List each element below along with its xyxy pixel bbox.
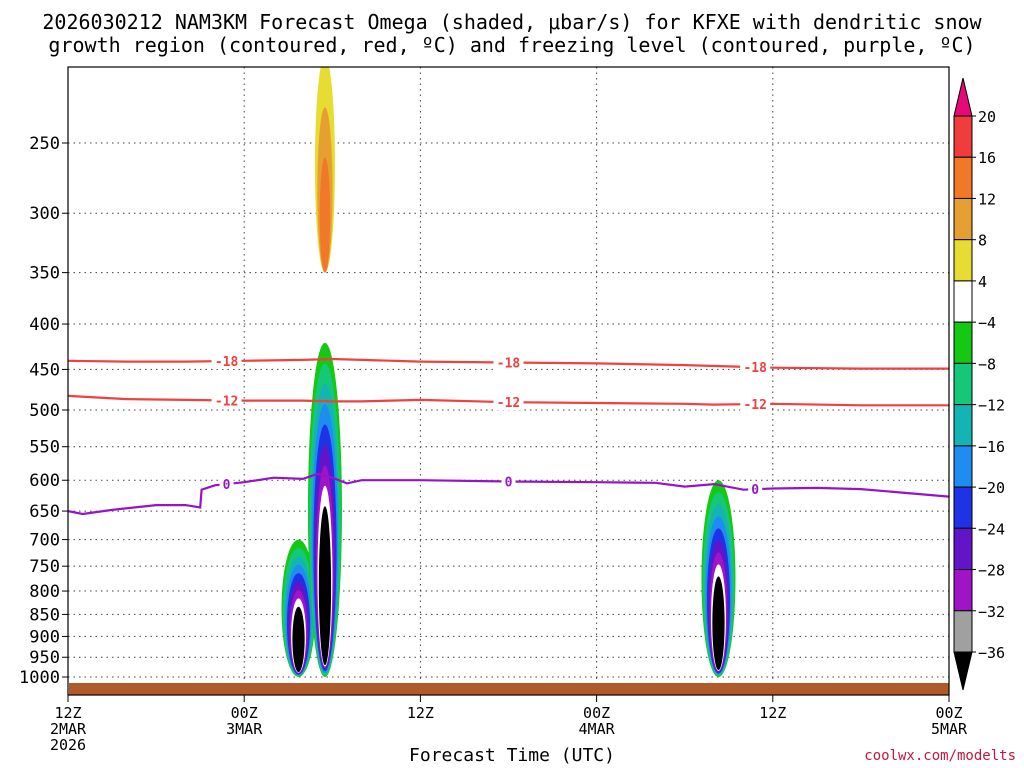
contour-label-bg-2-1 (501, 473, 516, 490)
contour-line-0 (68, 472, 949, 516)
y-tick-label-950: 950 (29, 648, 60, 668)
colorbar-bottom-arrow (953, 651, 973, 691)
y-tick-label-750: 750 (29, 557, 60, 577)
contour-label-0-2: -18 (743, 361, 767, 376)
contour-label-2-1: 0 (505, 476, 513, 491)
x-tick-label-5-0: 00Z (935, 704, 962, 722)
colorbar-label-12: −32 (978, 603, 1005, 621)
colorbar-label-5: −4 (978, 314, 996, 332)
omega-shade-3-2 (319, 157, 331, 273)
contour-label-2-2: 0 (751, 483, 759, 498)
contour-label-bg-0-0 (211, 353, 242, 370)
contour-label-2-0: 0 (223, 478, 231, 493)
colorbar-label-2: 12 (978, 190, 996, 208)
colorbar-box-6 (953, 321, 973, 364)
ground-strip (69, 683, 949, 695)
colorbar-label-8: −16 (978, 438, 1005, 456)
contours: -18 -18 -18 -12 -12 -12 0 0 0 (68, 353, 949, 516)
y-tick-label-300: 300 (29, 204, 60, 224)
y-tick-label-400: 400 (29, 315, 60, 335)
colorbar-box-10 (953, 486, 973, 529)
y-tick-label-900: 900 (29, 627, 60, 647)
x-tick-label-1-0: 00Z (231, 704, 258, 722)
chart-title-line-2: growth region (contoured, red, ºC) and f… (48, 33, 976, 57)
y-axis: 2503003504004505005506006507007508008509… (19, 134, 68, 688)
colorbar-box-11 (953, 527, 973, 571)
colorbar-box-3 (953, 197, 973, 241)
colorbar-label-7: −12 (978, 397, 1005, 415)
x-tick-label-3-1: 4MAR (579, 720, 616, 738)
colorbar-top-arrow (953, 77, 973, 117)
x-tick-label-2-0: 12Z (407, 704, 434, 722)
contour-label-bg-1-0 (211, 392, 242, 409)
contour-label-bg-1-1 (493, 394, 524, 411)
contour-label-bg-0-2 (740, 359, 771, 376)
plot-frame (67, 66, 950, 696)
contour-label-bg-0-1 (493, 354, 524, 371)
x-tick-label-0-2: 2026 (50, 736, 86, 754)
x-tick-label-5-1: 5MAR (931, 720, 968, 738)
y-tick-label-350: 350 (29, 264, 60, 284)
x-tick-label-3-0: 00Z (583, 704, 610, 722)
colorbar-label-0: 20 (978, 108, 996, 126)
colorbar-box-1 (953, 115, 973, 158)
omega-shade-2-8 (712, 576, 725, 671)
y-tick-label-650: 650 (29, 502, 60, 522)
colorbar-label-3: 8 (978, 232, 987, 250)
x-tick-label-4-0: 12Z (759, 704, 786, 722)
colorbar-box-9 (953, 445, 973, 488)
colorbar-label-13: −36 (978, 644, 1005, 662)
colorbar-box-7 (953, 362, 973, 406)
contour-label-bg-2-2 (748, 481, 763, 498)
y-tick-label-700: 700 (29, 531, 60, 551)
contour-label-1-0: -12 (215, 394, 238, 409)
colorbar-box-4 (953, 239, 973, 282)
omega-shade-1-8 (318, 506, 332, 666)
colorbar-label-9: −20 (978, 479, 1005, 497)
colorbar-label-4: 4 (978, 273, 987, 291)
colorbar-label-10: −24 (978, 520, 1005, 538)
omega-shade-0-8 (292, 606, 305, 673)
colorbar-label-1: 16 (978, 149, 996, 167)
x-tick-label-0-1: 2MAR (50, 720, 87, 738)
contour-label-bg-2-0 (219, 476, 234, 493)
y-tick-label-450: 450 (29, 360, 60, 380)
contour-label-0-0: -18 (215, 355, 239, 370)
y-tick-label-250: 250 (29, 134, 60, 154)
omega-shading (281, 67, 736, 678)
x-tick-label-1-1: 3MAR (226, 720, 263, 738)
y-tick-label-850: 850 (29, 605, 60, 625)
colorbar-box-2 (953, 156, 973, 199)
contour-label-bg-1-2 (740, 396, 771, 413)
colorbar-label-11: −28 (978, 562, 1005, 580)
grid (68, 67, 949, 695)
colorbar: 20 16 12 8 4 −4 −8 −12 −16 −20 −24 −28 −32 −36 (953, 77, 1005, 691)
y-tick-label-800: 800 (29, 582, 60, 602)
x-axis-label: Forecast Time (UTC) (409, 745, 615, 766)
y-tick-label-500: 500 (29, 401, 60, 421)
colorbar-box-5 (953, 280, 973, 323)
credit-text: coolwx.com/modelts (864, 748, 1016, 764)
chart-title-line-1: 2026030212 NAM3KM Forecast Omega (shaded… (42, 10, 982, 34)
contour-label-0-1: -18 (497, 357, 521, 372)
contour-label-1-2: -12 (743, 398, 766, 413)
y-tick-label-600: 600 (29, 471, 60, 491)
colorbar-box-12 (953, 569, 973, 612)
y-tick-label-550: 550 (29, 438, 60, 458)
colorbar-label-6: −8 (978, 355, 996, 373)
colorbar-box-13 (953, 610, 973, 653)
x-tick-label-0-0: 12Z (54, 704, 81, 722)
colorbar-box-8 (953, 404, 973, 447)
contour-label-1-1: -12 (497, 396, 520, 411)
y-tick-label-1000: 1000 (19, 668, 60, 688)
